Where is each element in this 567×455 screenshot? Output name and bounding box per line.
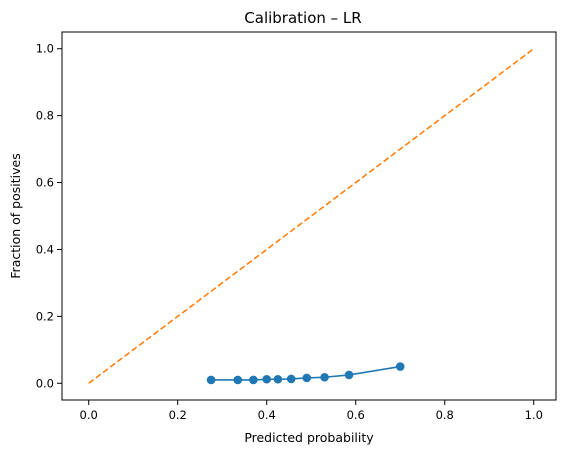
calibration-point xyxy=(286,374,296,384)
y-axis: 0.0 0.2 0.4 0.6 0.8 1.0 xyxy=(36,42,62,390)
x-tick-label: 0.0 xyxy=(80,408,98,422)
x-tick-label: 0.2 xyxy=(169,408,187,422)
calibration-point xyxy=(395,362,405,371)
calibration-curve-line xyxy=(211,365,401,381)
x-axis: 0.0 0.2 0.4 0.6 0.8 1.0 xyxy=(80,400,543,422)
plot-area xyxy=(61,31,557,401)
calibration-point xyxy=(344,370,354,380)
x-axis-label: Predicted probability xyxy=(244,430,374,445)
y-axis-label: Fraction of positives xyxy=(8,153,23,278)
chart-title: Calibration – LR xyxy=(244,9,361,27)
calibration-point xyxy=(233,375,243,385)
x-tick-label: 0.6 xyxy=(347,408,365,422)
x-tick-label: 0.4 xyxy=(258,408,276,422)
calibration-point xyxy=(206,375,216,385)
calibration-point xyxy=(320,372,329,382)
calibration-point xyxy=(249,375,258,385)
series-layer xyxy=(88,48,535,385)
x-tick-label: 1.0 xyxy=(525,408,543,422)
calibration-point xyxy=(302,373,312,383)
perfect-calibration-line xyxy=(88,48,535,384)
y-tick-label: 0.6 xyxy=(36,176,54,190)
y-tick-label: 0.0 xyxy=(36,376,54,390)
x-tick-label: 0.8 xyxy=(436,408,454,422)
calibration-point xyxy=(273,374,283,384)
y-tick-label: 1.0 xyxy=(36,42,54,56)
y-tick-label: 0.2 xyxy=(36,309,54,323)
y-tick-label: 0.8 xyxy=(36,109,54,123)
plot-frame xyxy=(61,31,557,401)
calibration-point xyxy=(262,374,272,384)
y-tick-label: 0.4 xyxy=(36,242,54,256)
